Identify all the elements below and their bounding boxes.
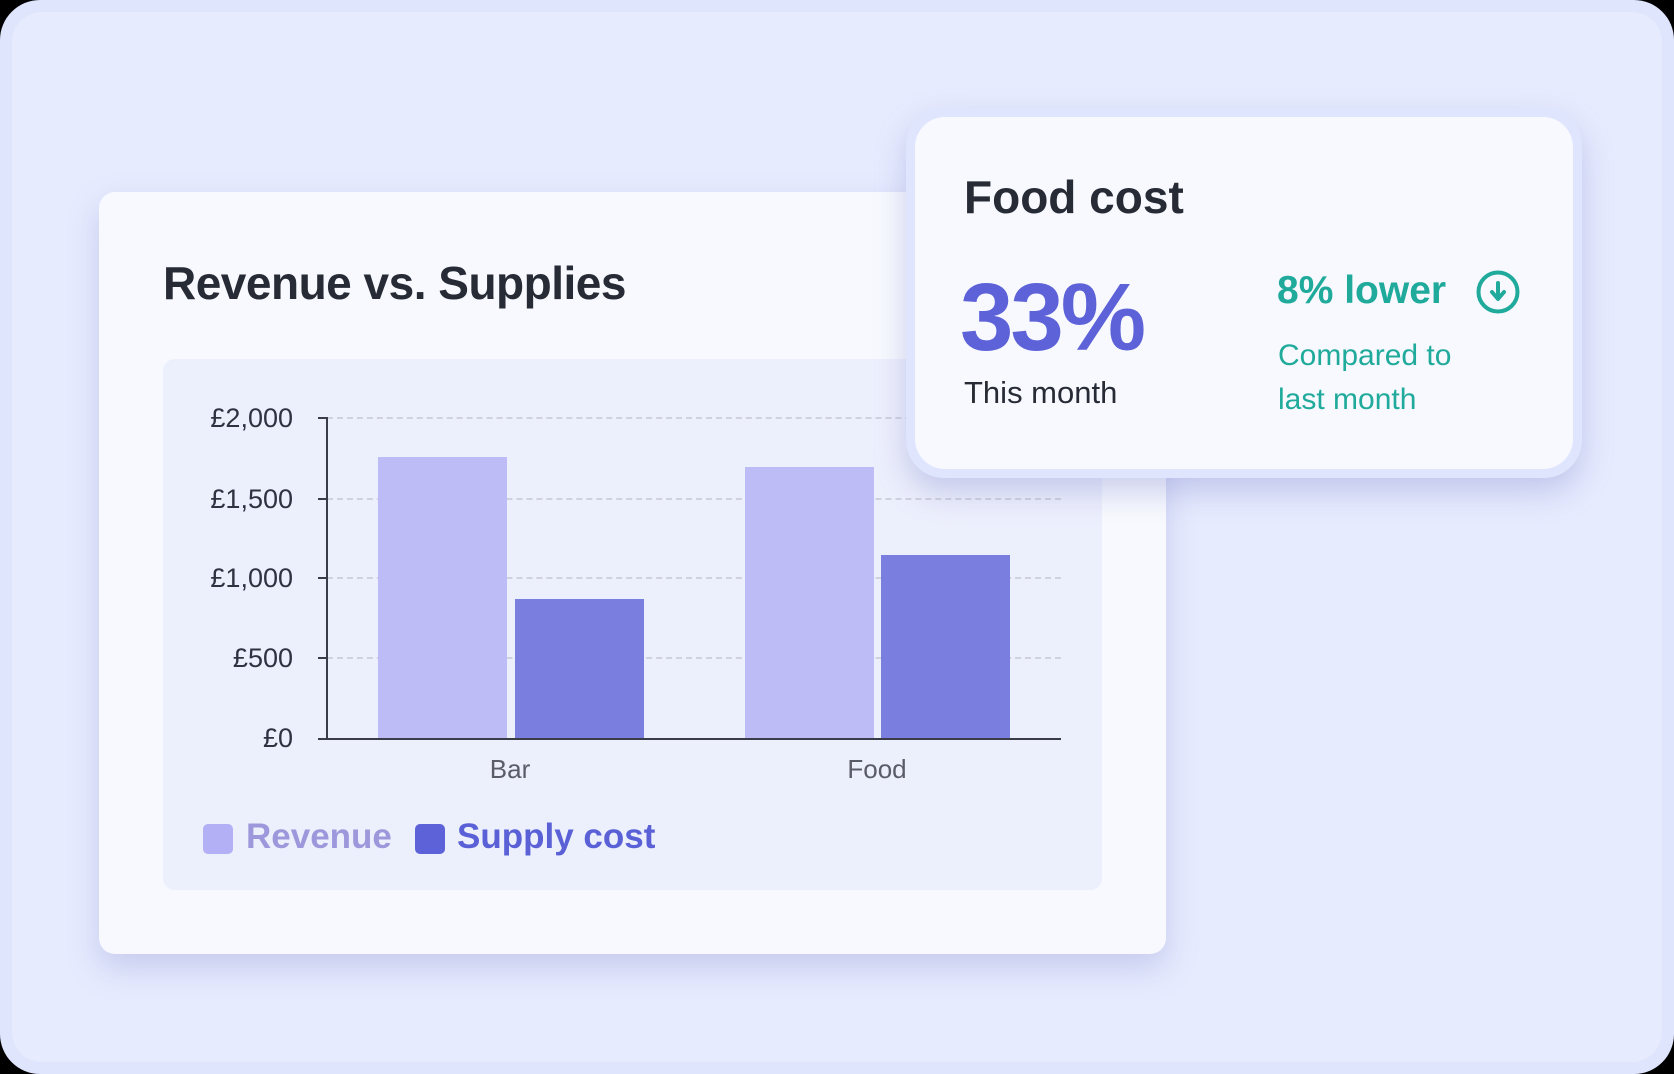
legend-swatch-supply-cost — [415, 824, 445, 854]
food-cost-title: Food cost — [964, 171, 1184, 223]
gridline-1000 — [327, 577, 1061, 579]
y-axis-label: £2,000 — [210, 403, 293, 433]
bar-revenue-bar[interactable] — [378, 457, 507, 739]
x-axis-label-food: Food — [847, 754, 907, 784]
bar-supply-cost-food[interactable] — [881, 555, 1010, 739]
arrow-down-circle-icon — [1476, 270, 1520, 314]
delta-description-line2: last month — [1278, 383, 1417, 416]
delta-description: Compared to last month — [1278, 334, 1538, 422]
delta-description-line1: Compared to — [1278, 339, 1452, 372]
food-cost-caption: This month — [964, 375, 1118, 410]
gridline-1500 — [327, 498, 1061, 500]
food-cost-card — [906, 107, 1582, 478]
y-tick — [318, 417, 328, 419]
y-tick — [318, 657, 328, 659]
chart-title: Revenue vs. Supplies — [163, 257, 626, 309]
y-axis-label: £1,500 — [210, 484, 293, 514]
gridline-500 — [327, 657, 1061, 659]
food-cost-card-body — [915, 117, 1573, 469]
legend-label-revenue[interactable]: Revenue — [246, 817, 392, 856]
gridline-2000 — [327, 417, 1061, 419]
y-axis-label: £0 — [262, 723, 293, 753]
x-axis-label-bar: Bar — [489, 754, 531, 784]
bar-supply-cost-bar[interactable] — [515, 599, 644, 739]
food-cost-value: 33% — [960, 264, 1146, 371]
y-axis — [326, 417, 328, 740]
legend-label-supply-cost[interactable]: Supply cost — [457, 817, 656, 856]
y-axis-label: £500 — [232, 643, 293, 673]
bar-revenue-food[interactable] — [745, 467, 874, 739]
y-tick — [318, 577, 328, 579]
x-axis — [318, 738, 1061, 740]
y-tick — [318, 498, 328, 500]
legend-swatch-revenue — [203, 824, 233, 854]
delta-label: 8% lower — [1277, 269, 1447, 312]
y-axis-label: £1,000 — [210, 563, 293, 593]
